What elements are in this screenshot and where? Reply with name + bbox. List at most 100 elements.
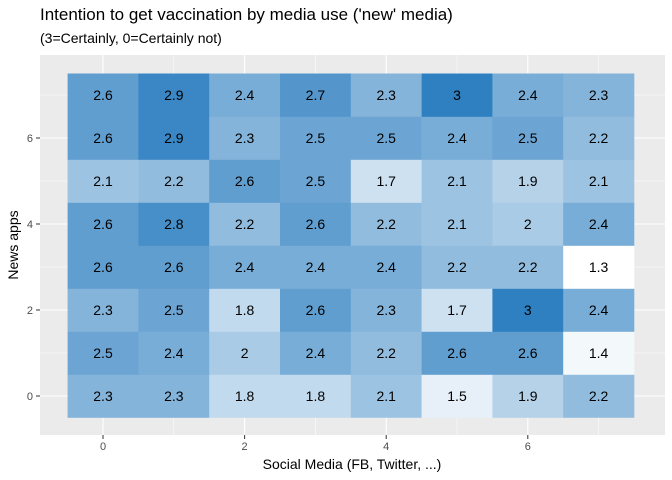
heatmap-cell [421, 374, 493, 418]
cell-value-label: 2.9 [164, 87, 184, 103]
cell-value-label: 2.1 [376, 388, 396, 404]
cell-value-label: 2.4 [447, 130, 467, 146]
heatmap-cell [421, 73, 493, 117]
heatmap-cell [209, 245, 281, 289]
cell-value-label: 2.6 [93, 216, 113, 232]
cell-value-label: 2.5 [306, 173, 326, 189]
heatmap-cell [67, 374, 139, 418]
y-tick-label: 0 [27, 391, 33, 403]
heatmap-cell [563, 331, 635, 375]
heatmap-cell [350, 116, 422, 160]
cell-value-label: 3 [524, 302, 532, 318]
heatmap-cell [209, 202, 281, 246]
cell-value-label: 2.5 [306, 130, 326, 146]
cell-value-label: 2.1 [447, 173, 467, 189]
heatmap-cell [138, 245, 210, 289]
heatmap-cell [350, 374, 422, 418]
y-axis-title: News apps [5, 210, 21, 279]
cell-value-label: 1.9 [518, 388, 538, 404]
cell-value-label: 2.5 [93, 345, 113, 361]
heatmap-cell [138, 73, 210, 117]
heatmap-cell [563, 202, 635, 246]
heatmap-cell [138, 288, 210, 332]
cell-value-label: 2.3 [235, 130, 255, 146]
cell-value-label: 2.2 [589, 388, 609, 404]
heatmap-cell [492, 288, 564, 332]
cell-value-label: 2.5 [518, 130, 538, 146]
heatmap-cell [350, 159, 422, 203]
cell-value-label: 2.2 [589, 130, 609, 146]
heatmap-cell [563, 245, 635, 289]
heatmap-cell [563, 374, 635, 418]
cell-value-label: 1.5 [447, 388, 467, 404]
cell-value-label: 2.6 [447, 345, 467, 361]
cell-value-label: 2.3 [589, 87, 609, 103]
cell-value-label: 2.2 [518, 259, 538, 275]
y-tick-label: 2 [27, 305, 33, 317]
heatmap-cell [138, 116, 210, 160]
heatmap-cell [563, 159, 635, 203]
heatmap-cell [67, 73, 139, 117]
cell-value-label: 2.4 [164, 345, 184, 361]
x-tick-label: 2 [242, 441, 248, 453]
cell-value-label: 2.4 [589, 216, 609, 232]
heatmap-cell [138, 331, 210, 375]
heatmap-cell [138, 202, 210, 246]
heatmap-cell [280, 331, 352, 375]
heatmap-cell [209, 73, 281, 117]
cell-value-label: 2.2 [164, 173, 184, 189]
heatmap-cell [492, 245, 564, 289]
heatmap-cell [492, 374, 564, 418]
heatmap-cell [421, 202, 493, 246]
heatmap-cell [67, 331, 139, 375]
x-tick-label: 4 [383, 441, 389, 453]
cell-value-label: 2.4 [306, 259, 326, 275]
heatmap-cell [350, 73, 422, 117]
cell-value-label: 2.6 [93, 87, 113, 103]
cell-value-label: 2.9 [164, 130, 184, 146]
y-tick-label: 6 [27, 133, 33, 145]
heatmap-cell [280, 73, 352, 117]
cell-value-label: 2.4 [376, 259, 396, 275]
cell-value-label: 2.4 [589, 302, 609, 318]
x-axis-title: Social Media (FB, Twitter, ...) [263, 456, 442, 472]
heatmap-cell [209, 331, 281, 375]
cell-value-label: 2.3 [164, 388, 184, 404]
cell-value-label: 1.8 [235, 388, 255, 404]
x-tick-label: 6 [525, 441, 531, 453]
heatmap-cell [350, 331, 422, 375]
cell-value-label: 1.8 [306, 388, 326, 404]
heatmap-cell [563, 73, 635, 117]
cell-value-label: 2.6 [306, 216, 326, 232]
cell-value-label: 2.3 [93, 388, 113, 404]
heatmap-cell [421, 288, 493, 332]
cell-value-label: 1.8 [235, 302, 255, 318]
axes: 0 2 4 6 0 2 4 6 [27, 133, 531, 453]
cell-value-label: 2.6 [518, 345, 538, 361]
heatmap-cell [350, 202, 422, 246]
heatmap-cell [492, 116, 564, 160]
heatmap-cell [421, 245, 493, 289]
heatmap-cell [280, 288, 352, 332]
heatmap-cell [67, 202, 139, 246]
cell-value-label: 2.4 [306, 345, 326, 361]
cell-value-label: 2.3 [376, 87, 396, 103]
cell-value-label: 2.1 [447, 216, 467, 232]
cell-value-label: 1.9 [518, 173, 538, 189]
cell-value-label: 2.5 [164, 302, 184, 318]
cell-value-label: 3 [453, 87, 461, 103]
heatmap-cell [138, 374, 210, 418]
heatmap-cell [209, 116, 281, 160]
heatmap-cell [421, 331, 493, 375]
cell-value-label: 2.6 [306, 302, 326, 318]
heatmap-cells [67, 73, 635, 418]
cell-value-label: 2 [524, 216, 532, 232]
heatmap-cell [67, 159, 139, 203]
heatmap-cell [280, 116, 352, 160]
heatmap-cell [209, 374, 281, 418]
chart-title: Intention to get vaccination by media us… [40, 5, 453, 24]
cell-value-label: 2.8 [164, 216, 184, 232]
heatmap-cell [67, 288, 139, 332]
heatmap-cell [421, 116, 493, 160]
